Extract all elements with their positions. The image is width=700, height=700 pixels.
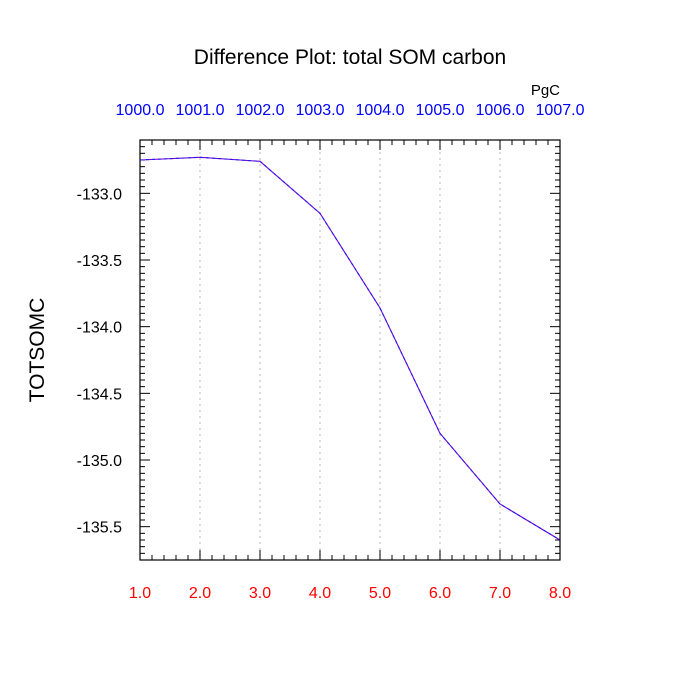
top-tick-label: 1006.0 [476, 102, 525, 119]
series-line [139, 156, 561, 541]
chart-title: Difference Plot: total SOM carbon [194, 46, 506, 69]
tick-labels: 1.0 2.0 3.0 4.0 5.0 6.0 7.0 8.0 1000.0 1001.0 1002… [77, 102, 585, 602]
x-tick-label: 5.0 [369, 585, 391, 602]
x-tick-label: 2.0 [189, 585, 211, 602]
series-line-dash [139, 156, 561, 541]
plot-frame [139, 139, 561, 561]
x-tick-label: 8.0 [549, 585, 571, 602]
units-label: PgC [531, 82, 560, 99]
x-tick-label: 7.0 [489, 585, 511, 602]
x-tick-label: 6.0 [429, 585, 451, 602]
top-tick-label: 1007.0 [536, 102, 585, 119]
y-axis-label: TOTSOMC [26, 298, 49, 403]
top-tick-label: 1000.0 [116, 102, 165, 119]
x-tick-label: 3.0 [249, 585, 271, 602]
grid-lines [199, 140, 501, 560]
y-tick-label: -135.0 [77, 453, 122, 470]
y-tick-label: -134.5 [77, 386, 122, 403]
series-group [139, 156, 561, 541]
top-tick-label: 1005.0 [416, 102, 465, 119]
x-tick-label: 1.0 [129, 585, 151, 602]
y-tick-label: -134.0 [77, 320, 122, 337]
axis-ticks [139, 139, 561, 561]
y-tick-label: -133.0 [77, 186, 122, 203]
top-tick-label: 1002.0 [236, 102, 285, 119]
x-tick-label: 4.0 [309, 585, 331, 602]
y-tick-label: -133.5 [77, 253, 122, 270]
top-tick-label: 1001.0 [176, 102, 225, 119]
y-tick-label: -135.5 [77, 520, 122, 537]
top-tick-label: 1004.0 [356, 102, 405, 119]
top-tick-label: 1003.0 [296, 102, 345, 119]
